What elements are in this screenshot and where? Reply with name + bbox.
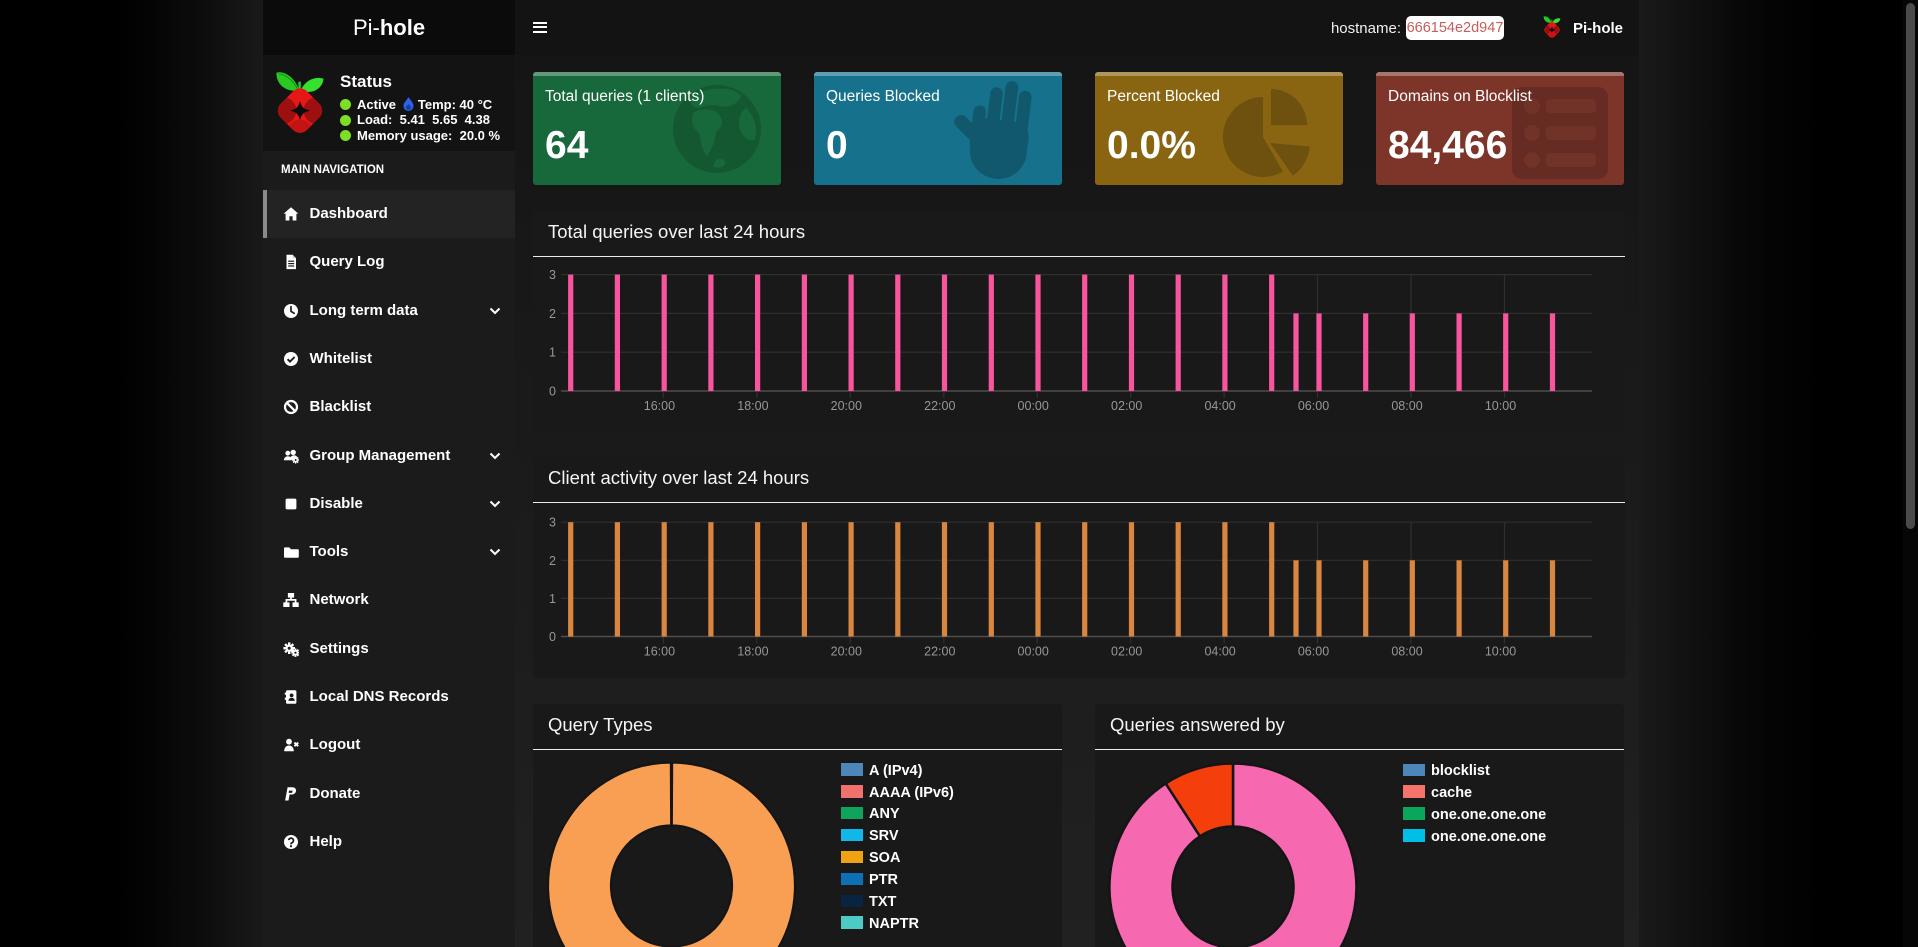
svg-text:1: 1 <box>549 346 556 360</box>
svg-text:04:00: 04:00 <box>1204 399 1235 413</box>
svg-text:18:00: 18:00 <box>737 645 768 659</box>
svg-text:04:00: 04:00 <box>1204 645 1235 659</box>
svg-text:16:00: 16:00 <box>644 399 675 413</box>
svg-text:00:00: 00:00 <box>1018 645 1049 659</box>
svg-text:06:00: 06:00 <box>1298 645 1329 659</box>
svg-text:08:00: 08:00 <box>1391 645 1422 659</box>
svg-text:22:00: 22:00 <box>924 399 955 413</box>
svg-text:18:00: 18:00 <box>737 399 768 413</box>
svg-text:00:00: 00:00 <box>1018 399 1049 413</box>
svg-text:20:00: 20:00 <box>831 399 862 413</box>
svg-text:10:00: 10:00 <box>1485 399 1516 413</box>
svg-text:2: 2 <box>549 307 556 321</box>
svg-text:20:00: 20:00 <box>831 645 862 659</box>
svg-text:06:00: 06:00 <box>1298 399 1329 413</box>
svg-text:3: 3 <box>549 268 556 282</box>
svg-text:16:00: 16:00 <box>644 645 675 659</box>
svg-text:08:00: 08:00 <box>1391 399 1422 413</box>
svg-text:3: 3 <box>549 516 556 530</box>
svg-text:22:00: 22:00 <box>924 645 955 659</box>
svg-text:02:00: 02:00 <box>1111 399 1142 413</box>
svg-text:02:00: 02:00 <box>1111 645 1142 659</box>
svg-text:0: 0 <box>549 630 556 644</box>
svg-text:1: 1 <box>549 592 556 606</box>
svg-text:2: 2 <box>549 554 556 568</box>
svg-text:10:00: 10:00 <box>1485 645 1516 659</box>
svg-text:0: 0 <box>549 385 556 399</box>
